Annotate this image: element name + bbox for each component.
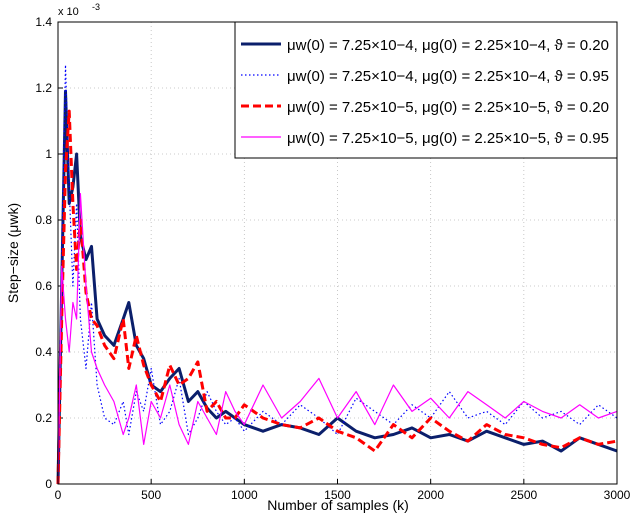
y-tick-label: 0.8 [35, 213, 52, 227]
x-tick-label: 3000 [604, 488, 631, 502]
y-tick-label: 1 [45, 147, 52, 161]
legend-label: μw(0) = 7.25×10−5, μg(0) = 2.25×10−5, ϑ … [287, 99, 609, 116]
legend-label: μw(0) = 7.25×10−4, μg(0) = 2.25×10−4, ϑ … [287, 68, 609, 85]
y-axis-label: Step−size (μwk) [5, 203, 21, 303]
y-multiplier-exponent: -3 [92, 2, 100, 12]
x-tick-label: 1000 [231, 488, 258, 502]
x-tick-label: 1500 [324, 488, 351, 502]
y-tick-label: 0.2 [35, 411, 52, 425]
series-line [56, 89, 618, 485]
y-multiplier: x 10 [58, 6, 79, 18]
legend-box [234, 21, 618, 159]
y-tick-label: 1.4 [35, 15, 52, 29]
x-tick-label: 500 [141, 488, 161, 502]
legend-label: μw(0) = 7.25×10−4, μg(0) = 2.25×10−4, ϑ … [287, 37, 609, 54]
y-tick-label: 0.6 [35, 279, 52, 293]
y-tick-label: 1.2 [35, 81, 52, 95]
y-tick-label: 0 [45, 477, 52, 491]
y-tick-label: 0.4 [35, 345, 52, 359]
series-line [56, 109, 618, 485]
series-line [57, 193, 618, 485]
x-tick-label: 0 [55, 488, 62, 502]
legend-label: μw(0) = 7.25×10−5, μg(0) = 2.25×10−5, ϑ … [287, 130, 609, 147]
legend: μw(0) = 7.25×10−4, μg(0) = 2.25×10−4, ϑ … [234, 21, 618, 159]
x-tick-label: 2000 [417, 488, 444, 502]
x-axis-label: Number of samples (k) [267, 497, 409, 513]
x-tick-label: 2500 [510, 488, 537, 502]
